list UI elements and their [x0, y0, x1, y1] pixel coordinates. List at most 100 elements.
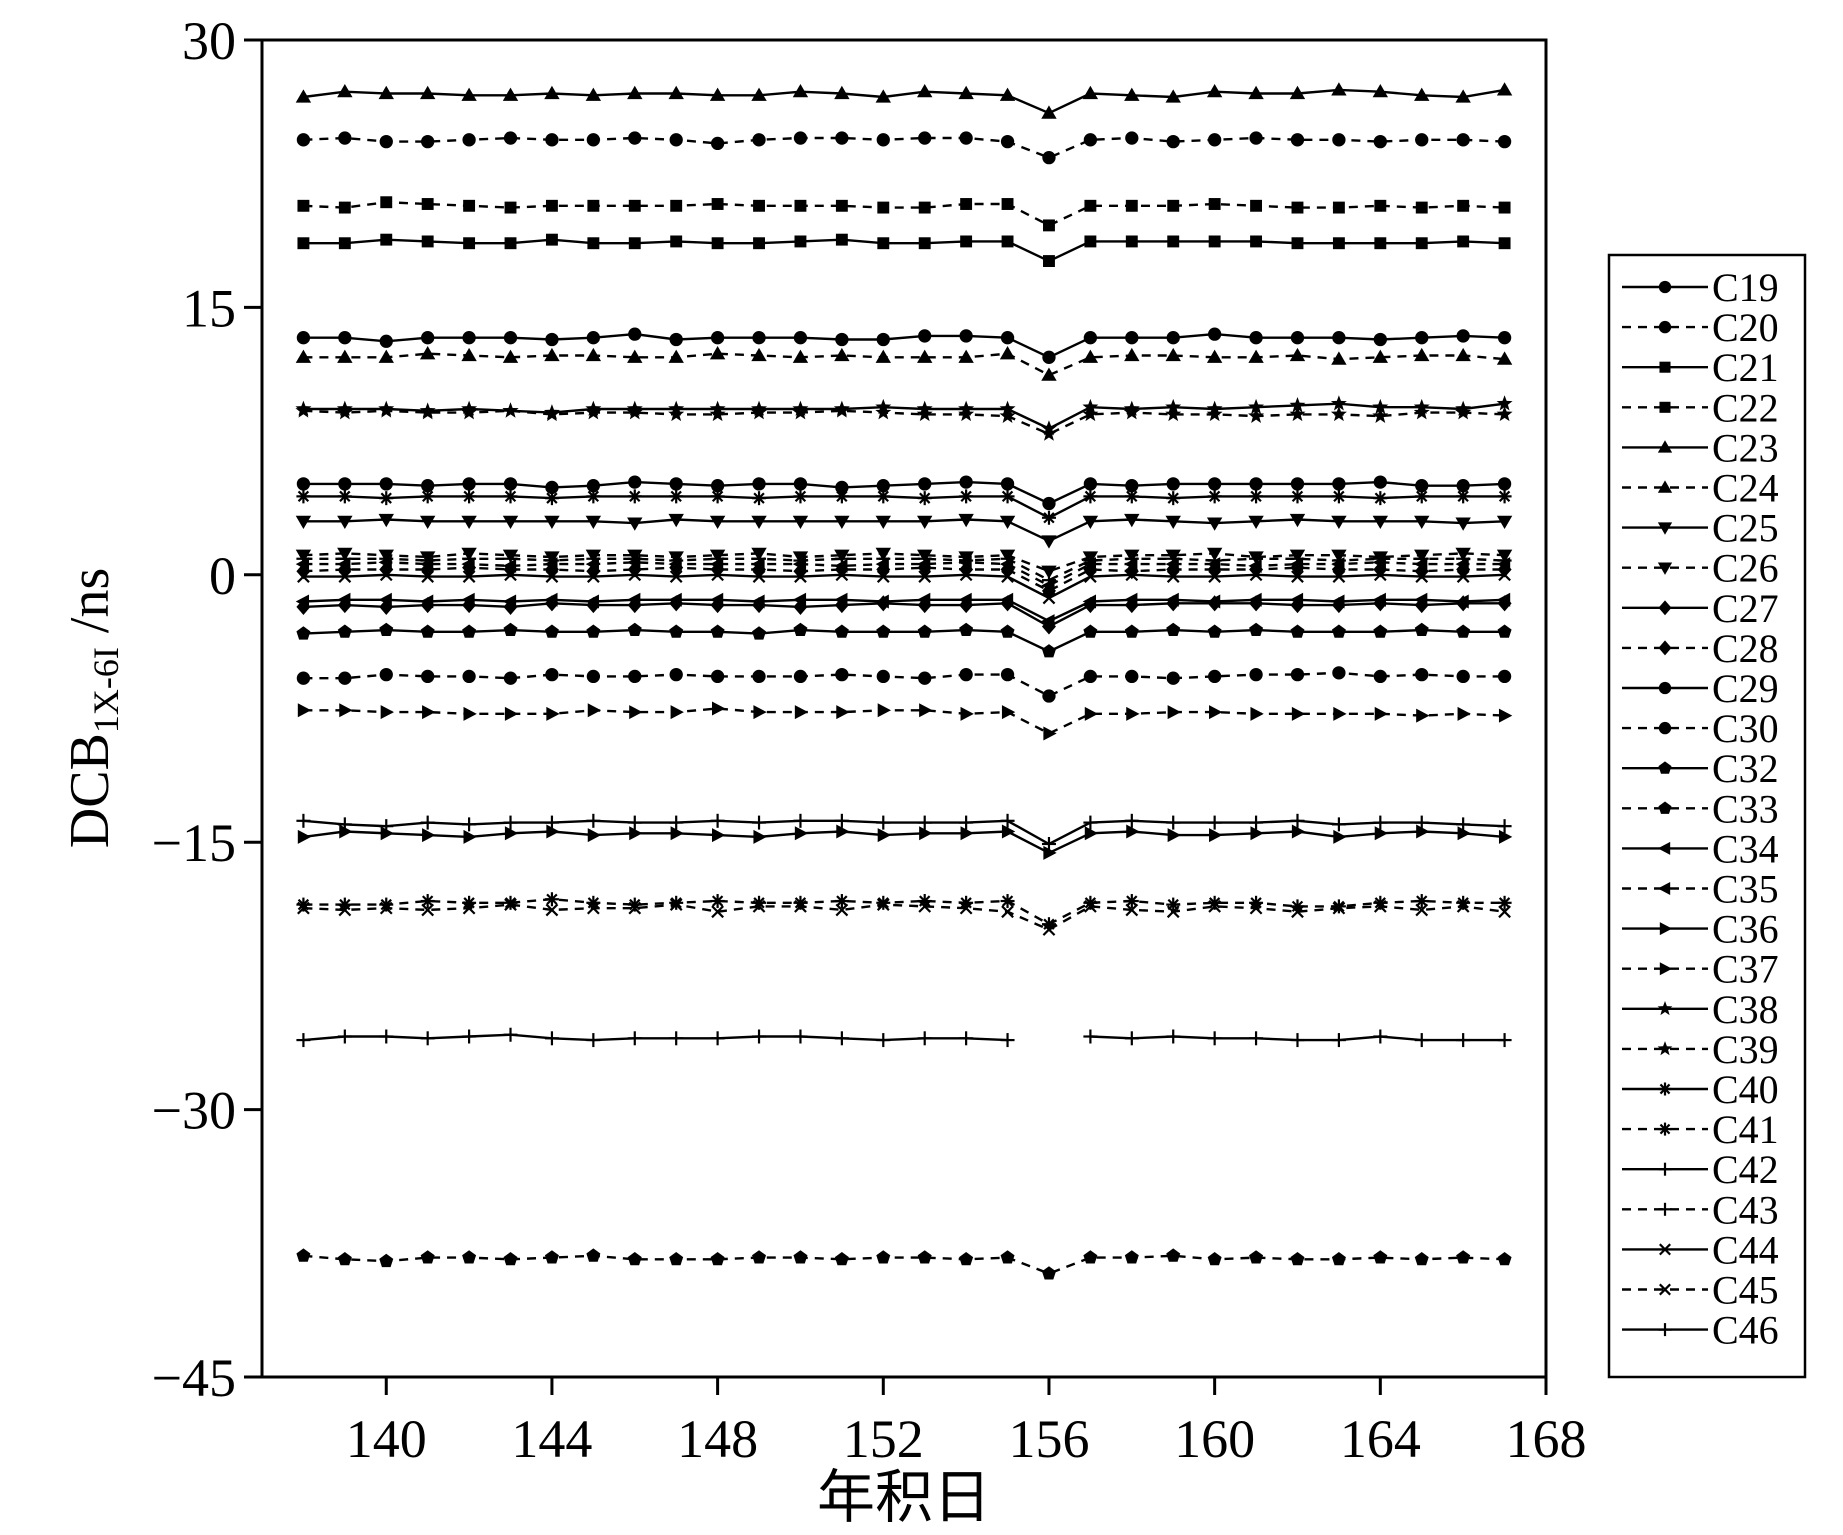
- legend-entry-C27: C27: [1622, 586, 1779, 631]
- data-point-C42-151: [834, 813, 849, 828]
- data-point-C30-146: [628, 669, 642, 684]
- data-point-C46-158: [1124, 1031, 1139, 1046]
- legend-marker: [1659, 962, 1673, 976]
- x-tick-label: 160: [1174, 1409, 1255, 1469]
- data-point-C33-141: [420, 1250, 435, 1264]
- legend-entry-C45: C45: [1622, 1268, 1779, 1313]
- data-point-C36-152: [877, 828, 891, 843]
- data-point-C32-166: [1456, 624, 1471, 638]
- data-point-C21-163: [1332, 237, 1345, 250]
- data-point-C39-141: [419, 404, 436, 420]
- data-point-C20-138: [296, 133, 311, 147]
- legend: C19C20C21C22C23C24C25C26C27C28C29C30C32C…: [1607, 253, 1807, 1379]
- data-point-C20-147: [669, 133, 683, 147]
- data-point-C40-139: [337, 489, 352, 504]
- data-point-C22-158: [1125, 199, 1138, 212]
- data-point-C33-161: [1249, 1250, 1264, 1264]
- data-point-C30-166: [1456, 669, 1470, 684]
- data-point-C30-142: [462, 669, 476, 684]
- data-point-C34-167: [1496, 592, 1511, 607]
- data-point-C41-163: [1331, 899, 1346, 914]
- series-C46: [296, 1027, 1512, 1048]
- y-tick-label: −30: [152, 1081, 236, 1141]
- data-point-C45-161: [1249, 901, 1263, 915]
- series-C44: [297, 568, 1511, 605]
- series-line-C35: [303, 561, 1505, 587]
- data-point-C43-163: [1331, 553, 1346, 568]
- data-point-C24-146: [627, 349, 643, 363]
- data-point-C20-162: [1290, 133, 1305, 147]
- data-point-C35-143: [502, 558, 517, 573]
- data-point-C45-155: [1001, 905, 1014, 919]
- series-C29: [296, 475, 1512, 511]
- data-point-C29-144: [545, 480, 559, 495]
- data-point-C22-140: [380, 196, 393, 209]
- data-point-C25-159: [1165, 515, 1181, 530]
- data-point-C46-148: [710, 1031, 725, 1046]
- data-point-C37-151: [836, 705, 850, 720]
- legend-marker: [1657, 882, 1671, 895]
- data-point-C41-158: [1124, 894, 1139, 909]
- data-point-C24-160: [1206, 349, 1223, 363]
- data-point-C44-141: [421, 570, 435, 583]
- data-point-C42-147: [669, 815, 684, 830]
- data-point-C44-142: [462, 570, 476, 583]
- data-point-C22-162: [1291, 201, 1304, 214]
- data-point-C43-150: [793, 553, 808, 568]
- data-point-C20-163: [1332, 133, 1346, 147]
- data-point-C23-154: [958, 85, 974, 100]
- data-point-C27-162: [1290, 597, 1305, 614]
- data-point-C45-148: [711, 905, 724, 919]
- data-point-C36-150: [794, 826, 809, 841]
- data-point-C21-150: [794, 235, 807, 248]
- series-C39: [295, 402, 1513, 441]
- legend-label: C36: [1712, 907, 1779, 952]
- legend-entry-C21: C21: [1622, 345, 1779, 390]
- data-point-C36-141: [422, 828, 436, 843]
- data-point-C32-152: [876, 624, 891, 638]
- data-point-C20-150: [793, 131, 808, 145]
- data-point-C36-154: [960, 826, 974, 841]
- data-point-C19-144: [545, 332, 559, 347]
- legend-entry-C26: C26: [1622, 546, 1779, 591]
- legend-entry-C22: C22: [1622, 385, 1779, 430]
- data-point-C42-152: [876, 815, 891, 830]
- legend-marker: [1658, 761, 1672, 774]
- y-axis-label: DCB1X-6I /ns: [59, 568, 126, 849]
- data-point-C33-153: [917, 1250, 932, 1264]
- data-point-C30-143: [503, 671, 518, 685]
- data-point-C39-158: [1123, 404, 1140, 420]
- legend-label: C44: [1712, 1227, 1779, 1272]
- data-point-C34-155: [999, 592, 1014, 607]
- data-point-C24-140: [378, 349, 394, 363]
- data-point-C32-148: [710, 624, 725, 638]
- data-point-C38-161: [1248, 398, 1265, 415]
- series-C45: [297, 898, 1511, 936]
- data-point-C21-165: [1415, 237, 1428, 250]
- data-point-C45-145: [586, 901, 600, 915]
- data-point-C23-143: [502, 87, 519, 101]
- data-point-C27-153: [917, 597, 932, 614]
- data-point-C29-143: [503, 477, 518, 491]
- data-point-C36-162: [1291, 824, 1306, 839]
- data-point-C29-151: [835, 480, 849, 495]
- data-point-C45-162: [1291, 905, 1304, 919]
- data-point-C40-152: [876, 489, 891, 504]
- data-point-C43-155: [1000, 551, 1015, 566]
- data-point-C46-161: [1249, 1031, 1264, 1046]
- data-point-C39-153: [916, 405, 933, 422]
- data-point-C33-151: [834, 1251, 849, 1266]
- data-point-C25-165: [1414, 515, 1430, 530]
- data-point-C33-155: [1000, 1250, 1015, 1264]
- data-point-C25-156: [1041, 535, 1057, 549]
- legend-marker: [1658, 1202, 1672, 1216]
- data-point-C33-149: [752, 1250, 767, 1264]
- data-point-C29-139: [338, 477, 352, 491]
- data-point-C40-147: [669, 489, 684, 504]
- data-point-C41-151: [834, 894, 849, 909]
- data-point-C30-138: [296, 671, 311, 685]
- data-point-C44-149: [752, 570, 766, 583]
- data-point-C24-138: [295, 349, 312, 363]
- data-point-C39-145: [585, 404, 602, 420]
- legend-entry-C43: C43: [1622, 1187, 1779, 1232]
